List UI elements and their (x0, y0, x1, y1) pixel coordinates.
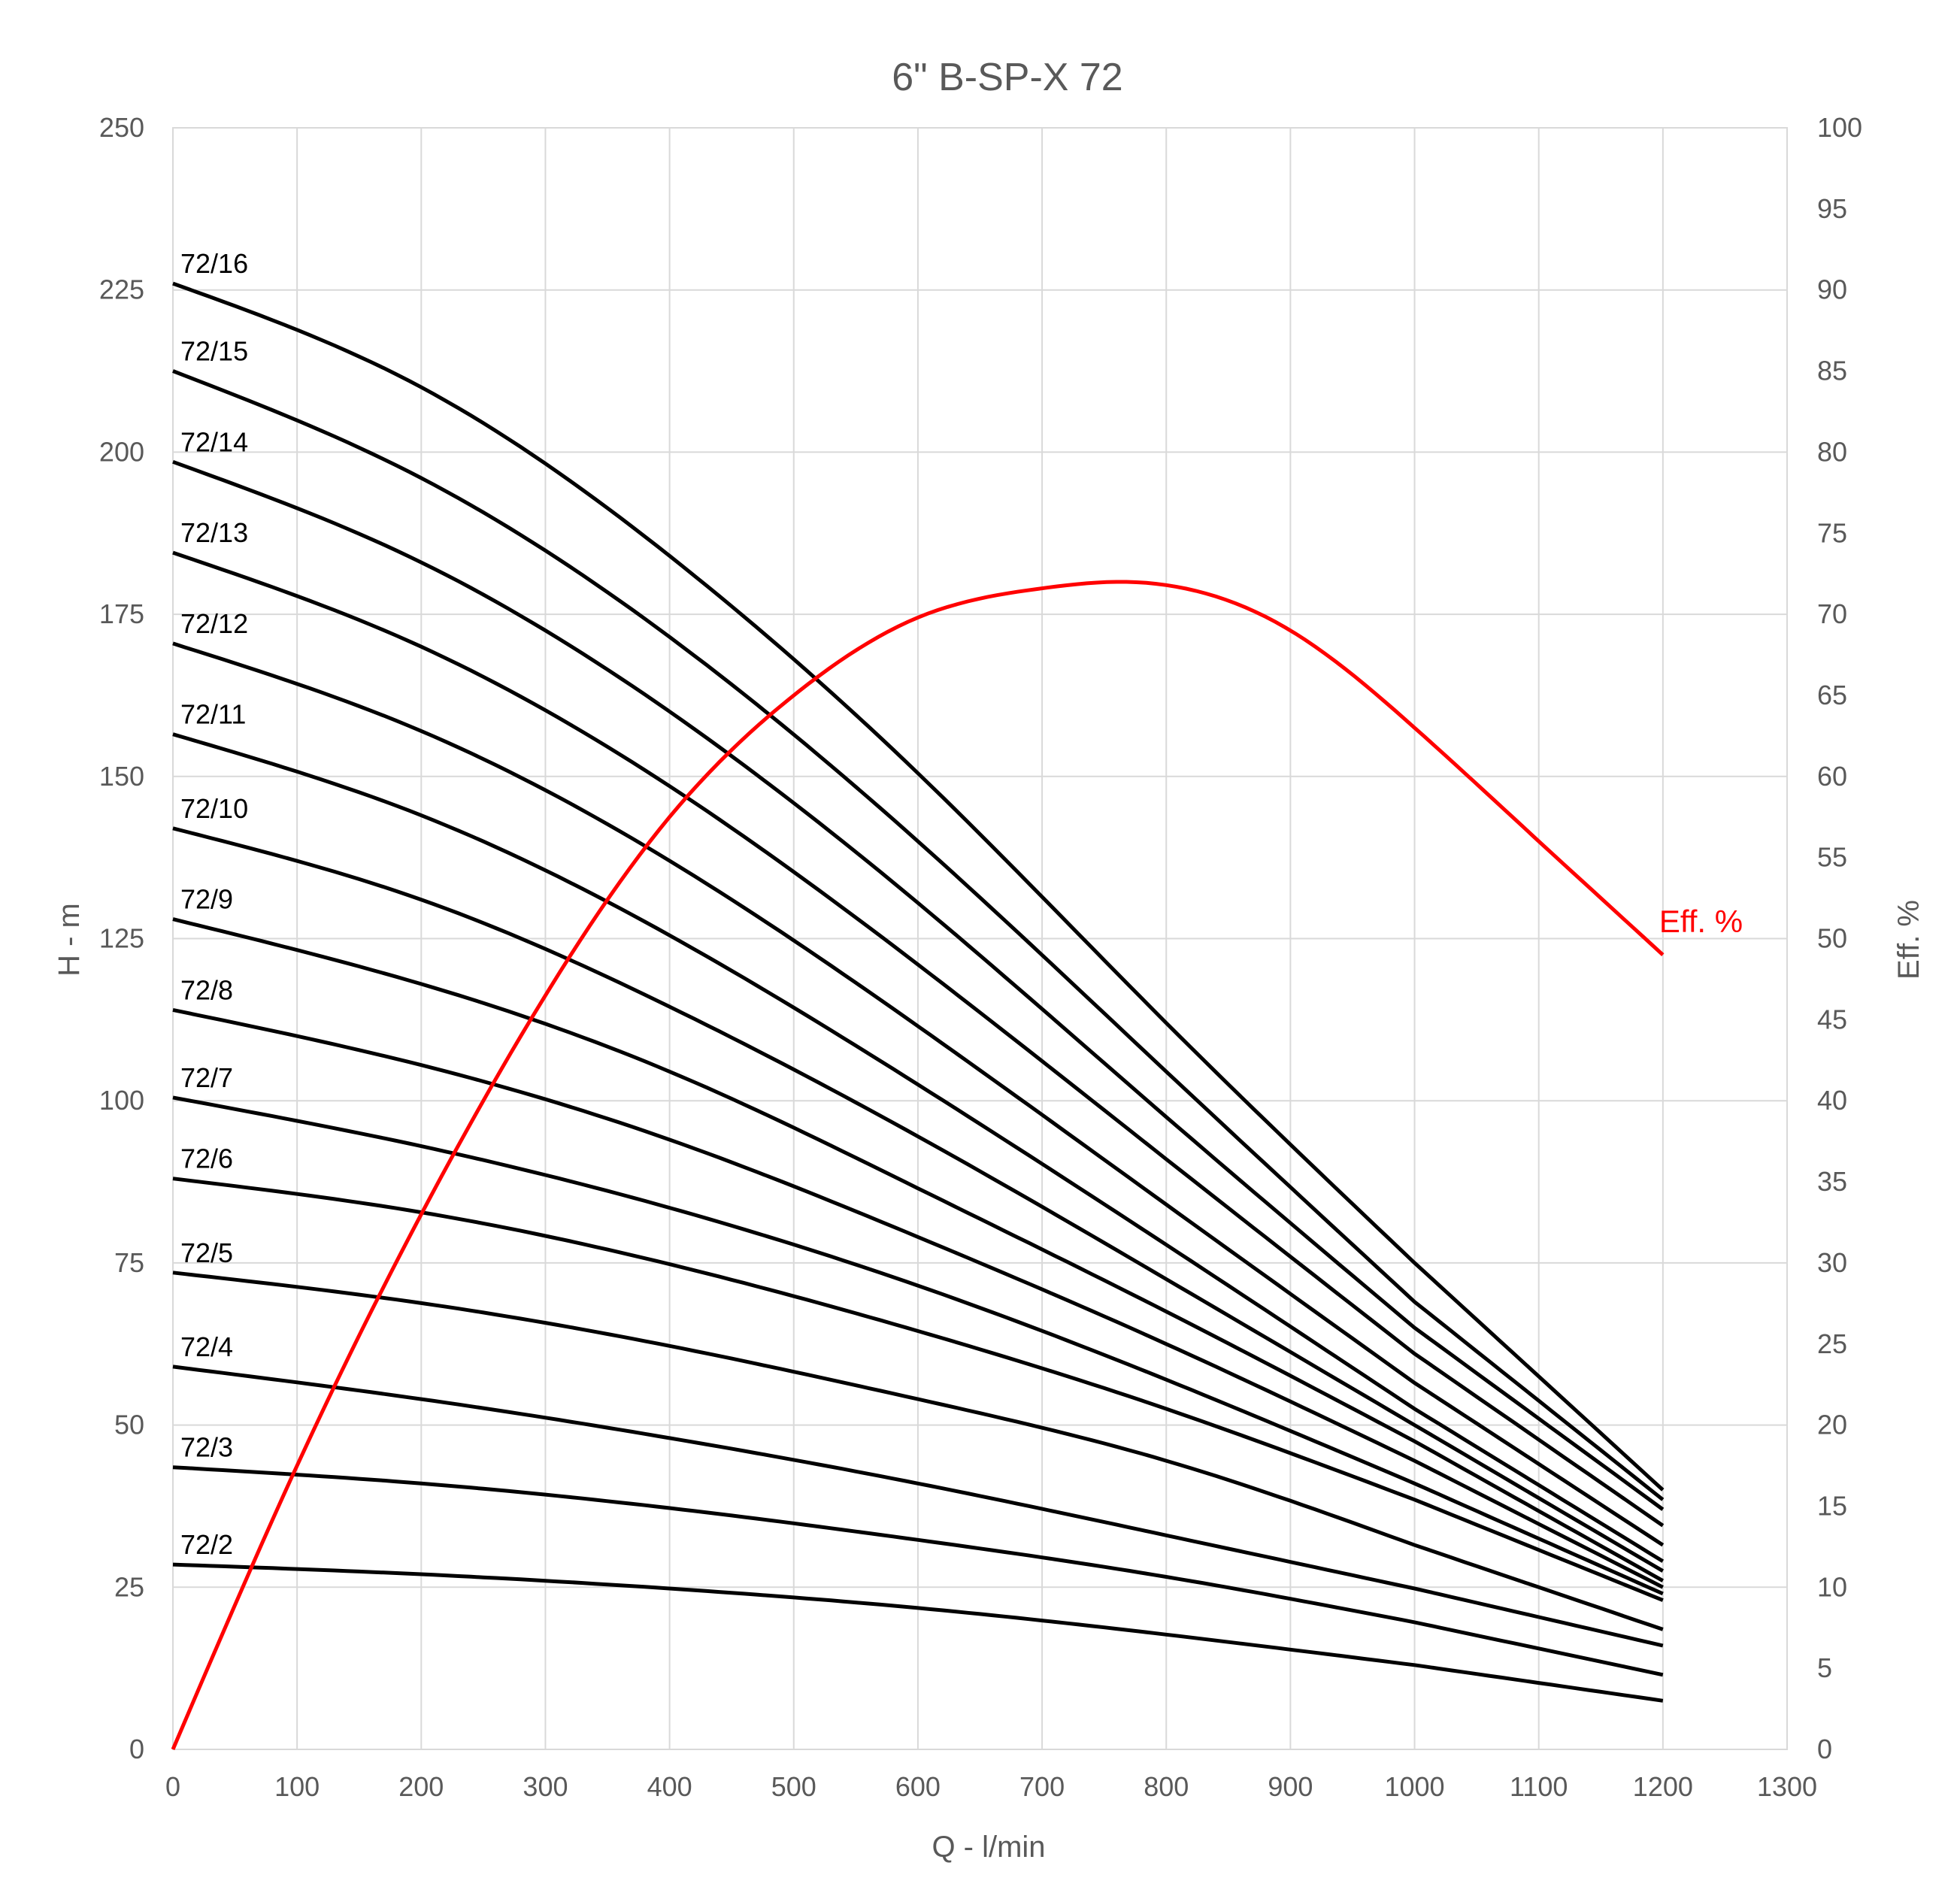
y-tick-label: 200 (99, 436, 144, 467)
y2-tick-label: 40 (1817, 1085, 1847, 1116)
head-curve-72-16 (172, 281, 1665, 1492)
x-tick-label: 1300 (1757, 1771, 1817, 1802)
curve-label: 72/15 (180, 336, 248, 367)
head-curve-72-4 (172, 1364, 1664, 1648)
curve-label: 72/3 (180, 1432, 233, 1463)
head-curve-72-11 (172, 732, 1665, 1563)
curve-label: 72/11 (180, 699, 246, 730)
y2-tick-label: 95 (1817, 193, 1847, 224)
curve-label: 72/9 (180, 884, 233, 915)
y2-tick-label: 55 (1817, 842, 1847, 873)
y2-tick-label: 85 (1817, 356, 1847, 386)
head-curve-72-13 (172, 550, 1665, 1528)
y2-tick-label: 90 (1817, 274, 1847, 305)
curve-label: 72/13 (180, 517, 248, 548)
head-curve-72-2 (172, 1562, 1664, 1703)
y-axis-tick-labels: 0 25 50 75 100 125 150 175 200 225 250 (99, 112, 144, 1764)
x-tick-label: 700 (1019, 1771, 1065, 1802)
curve-label: 72/6 (180, 1143, 233, 1174)
head-curve-72-8 (172, 1007, 1664, 1589)
y-tick-label: 100 (99, 1085, 144, 1116)
curve-label: 72/8 (180, 974, 233, 1005)
y2-tick-label: 20 (1817, 1410, 1847, 1440)
head-curve-72-10 (172, 826, 1665, 1573)
y2-tick-label: 50 (1817, 923, 1847, 954)
plot-frame (172, 127, 1788, 1750)
y2-tick-label: 80 (1817, 436, 1847, 467)
y2-axis-tick-labels: 0 5 10 15 20 25 30 35 40 45 50 55 60 65 70 75 80 85 90 95 10… (1817, 112, 1862, 1764)
x-tick-label: 400 (647, 1771, 692, 1802)
x-tick-label: 100 (274, 1771, 320, 1802)
curve-label: 72/7 (180, 1062, 233, 1093)
y2-tick-label: 10 (1817, 1571, 1847, 1602)
x-axis-title: Q - l/min (932, 1831, 1045, 1864)
curve-label: 72/4 (180, 1331, 233, 1362)
y2-tick-label: 60 (1817, 761, 1847, 792)
y-tick-label: 175 (99, 598, 144, 629)
x-tick-label: 1000 (1384, 1771, 1444, 1802)
x-tick-label: 200 (398, 1771, 444, 1802)
chart-title: 6" B-SP-X 72 (892, 56, 1122, 99)
curve-label: 72/16 (180, 248, 248, 279)
y2-tick-label: 75 (1817, 517, 1847, 548)
efficiency-curve-group: Eff. % (171, 580, 1743, 1750)
horizontal-gridlines (173, 127, 1787, 1750)
x-tick-label: 600 (895, 1771, 941, 1802)
head-curve-72-7 (172, 1095, 1664, 1596)
efficiency-label: Eff. % (1659, 904, 1743, 939)
x-tick-label: 800 (1144, 1771, 1189, 1802)
y2-tick-label: 100 (1817, 112, 1862, 143)
efficiency-curve (171, 580, 1665, 1750)
x-tick-label: 1200 (1633, 1771, 1693, 1802)
y2-axis-title: Eff. % (1892, 900, 1925, 980)
x-tick-label: 0 (165, 1771, 180, 1802)
x-axis-tick-labels: 0 100 200 300 400 500 600 700 800 900 1000 1100 1200… (165, 1771, 1817, 1802)
x-tick-label: 900 (1268, 1771, 1313, 1802)
head-curve-72-12 (172, 641, 1665, 1547)
head-curve-72-9 (172, 917, 1665, 1582)
y-tick-label: 125 (99, 923, 144, 954)
head-curve-72-15 (172, 369, 1665, 1501)
y2-tick-label: 15 (1817, 1490, 1847, 1521)
y2-tick-label: 35 (1817, 1166, 1847, 1197)
y-axis-title: H - m (53, 903, 86, 977)
y-tick-label: 25 (114, 1571, 144, 1602)
y-tick-label: 50 (114, 1410, 144, 1440)
head-curve-72-3 (172, 1465, 1664, 1677)
y2-tick-label: 5 (1817, 1652, 1832, 1683)
x-tick-label: 1100 (1510, 1771, 1568, 1802)
curve-label: 72/5 (180, 1237, 233, 1268)
head-curve-72-14 (172, 459, 1665, 1511)
y2-tick-label: 45 (1817, 1004, 1847, 1034)
head-curve-72-5 (172, 1271, 1664, 1631)
y-tick-label: 0 (129, 1734, 144, 1764)
y-tick-label: 250 (99, 112, 144, 143)
y2-tick-label: 70 (1817, 598, 1847, 629)
y2-tick-label: 30 (1817, 1247, 1847, 1278)
x-tick-label: 500 (771, 1771, 816, 1802)
y2-tick-label: 25 (1817, 1328, 1847, 1359)
head-curve-labels: 72/2 72/3 72/4 72/5 72/6 72/7 72/8 72/9 72/10 72/… (180, 248, 248, 1560)
y2-tick-label: 0 (1817, 1734, 1832, 1764)
y-tick-label: 75 (114, 1247, 144, 1278)
curve-label: 72/14 (180, 426, 248, 457)
curve-label: 72/2 (180, 1529, 233, 1560)
y2-tick-label: 65 (1817, 680, 1847, 710)
curve-label: 72/12 (180, 608, 248, 639)
curve-label: 72/10 (180, 793, 248, 824)
y-tick-label: 150 (99, 761, 144, 792)
y-tick-label: 225 (99, 274, 144, 305)
x-tick-label: 300 (523, 1771, 568, 1802)
